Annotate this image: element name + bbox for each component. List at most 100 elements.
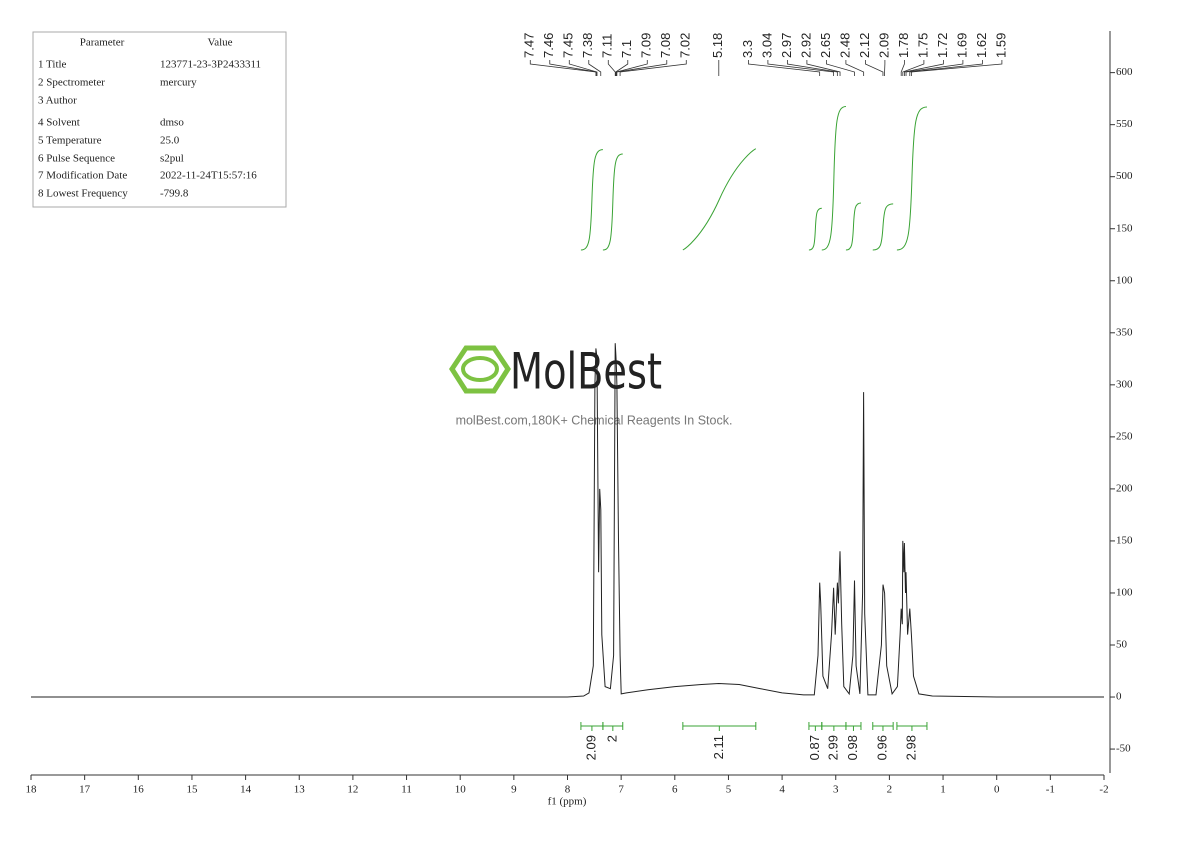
y-tick-label: 150 — [1116, 222, 1133, 234]
param-value: -799.8 — [160, 188, 189, 200]
peak-label: 2.92 — [798, 33, 813, 58]
x-tick-label: 3 — [833, 784, 839, 796]
x-tick-label: 15 — [186, 784, 198, 796]
x-tick-label: 2 — [887, 784, 893, 796]
peak-leader — [619, 60, 687, 76]
x-tick-label: 4 — [779, 784, 785, 796]
x-tick-label: 1 — [940, 784, 946, 796]
peak-label: 1.75 — [915, 33, 930, 58]
watermark: MolBest molBest.com,180K+ Chemical Reage… — [449, 343, 733, 427]
peak-label: 1.62 — [974, 33, 989, 58]
peak-leader — [588, 60, 602, 76]
peak-label: 7.02 — [678, 33, 693, 58]
x-tick-label: 17 — [79, 784, 91, 796]
peak-label: 1.59 — [993, 33, 1008, 58]
peak-leader — [607, 60, 616, 76]
peak-label: 2.97 — [779, 33, 794, 58]
peak-leader — [747, 60, 821, 76]
y-tick-label: 500 — [1116, 170, 1133, 182]
brand: MolBest — [510, 343, 662, 401]
peak-leader — [845, 60, 865, 76]
x-tick-label: 12 — [347, 784, 358, 796]
param-name: 4 Solvent — [38, 117, 80, 129]
table-header: Value — [207, 37, 232, 49]
x-tick-label: 8 — [565, 784, 571, 796]
peak-leader — [549, 60, 597, 76]
integral-curve — [872, 203, 894, 251]
peak-leader — [909, 60, 983, 76]
peak-leader — [616, 60, 668, 76]
y-tick-label: 100 — [1116, 274, 1133, 286]
y-tick-label: -50 — [1116, 743, 1131, 755]
x-tick-label: 10 — [455, 784, 467, 796]
param-name: 6 Pulse Sequence — [38, 153, 115, 165]
peak-label: 2.65 — [818, 33, 833, 58]
x-tick-label: 16 — [133, 784, 145, 796]
param-name: 1 Title — [38, 59, 67, 71]
integral-label: 2.99 — [825, 735, 840, 760]
peak-label: 1.72 — [935, 33, 950, 58]
peak-label: 1.69 — [954, 33, 969, 58]
table-header: Parameter — [80, 37, 125, 49]
param-name: 7 Modification Date — [38, 170, 127, 182]
x-tick-label: 14 — [240, 784, 252, 796]
param-name: 3 Author — [38, 95, 77, 107]
integral-curve — [682, 148, 757, 251]
y-tick-label: 0 — [1116, 691, 1122, 703]
tagline: molBest.com,180K+ Chemical Reagents In S… — [456, 413, 733, 427]
integral-curve — [896, 106, 927, 251]
peak-label: 7.1 — [619, 40, 634, 58]
y-tick-label: 200 — [1116, 482, 1133, 494]
y-tick-label: 100 — [1116, 586, 1133, 598]
integral-label: 0.96 — [874, 735, 889, 760]
integral-label: 2.09 — [583, 735, 598, 760]
x-tick-label: 18 — [26, 784, 38, 796]
spectrum-line — [31, 343, 1104, 698]
peak-label: 7.45 — [561, 33, 576, 58]
param-value: s2pul — [160, 153, 184, 165]
integral-label: 2 — [604, 735, 619, 742]
param-value: 25.0 — [160, 135, 180, 147]
peak-label: 7.08 — [658, 33, 673, 58]
peak-leader — [806, 60, 841, 76]
integral-label: 2.11 — [711, 735, 726, 759]
x-tick-label: 13 — [294, 784, 306, 796]
peak-label: 2.12 — [857, 33, 872, 58]
peak-leader — [615, 60, 629, 76]
peak-leader — [767, 60, 835, 76]
x-tick-label: -2 — [1099, 784, 1108, 796]
peak-leader — [900, 60, 905, 76]
peak-leader — [864, 60, 884, 76]
integral-label: 0.98 — [845, 735, 860, 760]
x-axis-title: f1 (ppm) — [548, 796, 587, 808]
integral-label: 0.87 — [807, 735, 822, 760]
x-tick-label: 9 — [511, 784, 517, 796]
param-name: 2 Spectrometer — [38, 77, 105, 89]
peak-label: 3.04 — [759, 33, 774, 58]
peak-label: 7.46 — [541, 33, 556, 58]
peak-label: 5.18 — [710, 33, 725, 58]
peak-label: 7.47 — [522, 33, 537, 58]
peak-leader — [902, 60, 925, 76]
logo-ring — [461, 356, 499, 382]
peak-label: 2.09 — [876, 33, 891, 58]
peak-leader — [904, 60, 944, 76]
y-tick-label: 600 — [1116, 66, 1133, 78]
integral-curve — [602, 153, 623, 251]
logo-hexagon — [449, 345, 511, 394]
y-tick-label: 150 — [1116, 534, 1133, 546]
peak-label: 2.48 — [837, 33, 852, 58]
x-tick-label: 5 — [726, 784, 732, 796]
integral-curve — [808, 207, 822, 251]
peak-label: 3.3 — [740, 40, 755, 58]
param-value: 2022-11-24T15:57:16 — [160, 170, 257, 182]
integral-curve — [580, 149, 603, 251]
peak-label: 7.09 — [639, 33, 654, 58]
peak-leader — [905, 60, 964, 76]
integral-curve — [821, 105, 847, 251]
peak-label: 7.11 — [600, 34, 615, 58]
integral-label: 2.98 — [903, 735, 918, 760]
y-tick-label: 300 — [1116, 378, 1133, 390]
x-tick-label: -1 — [1046, 784, 1055, 796]
